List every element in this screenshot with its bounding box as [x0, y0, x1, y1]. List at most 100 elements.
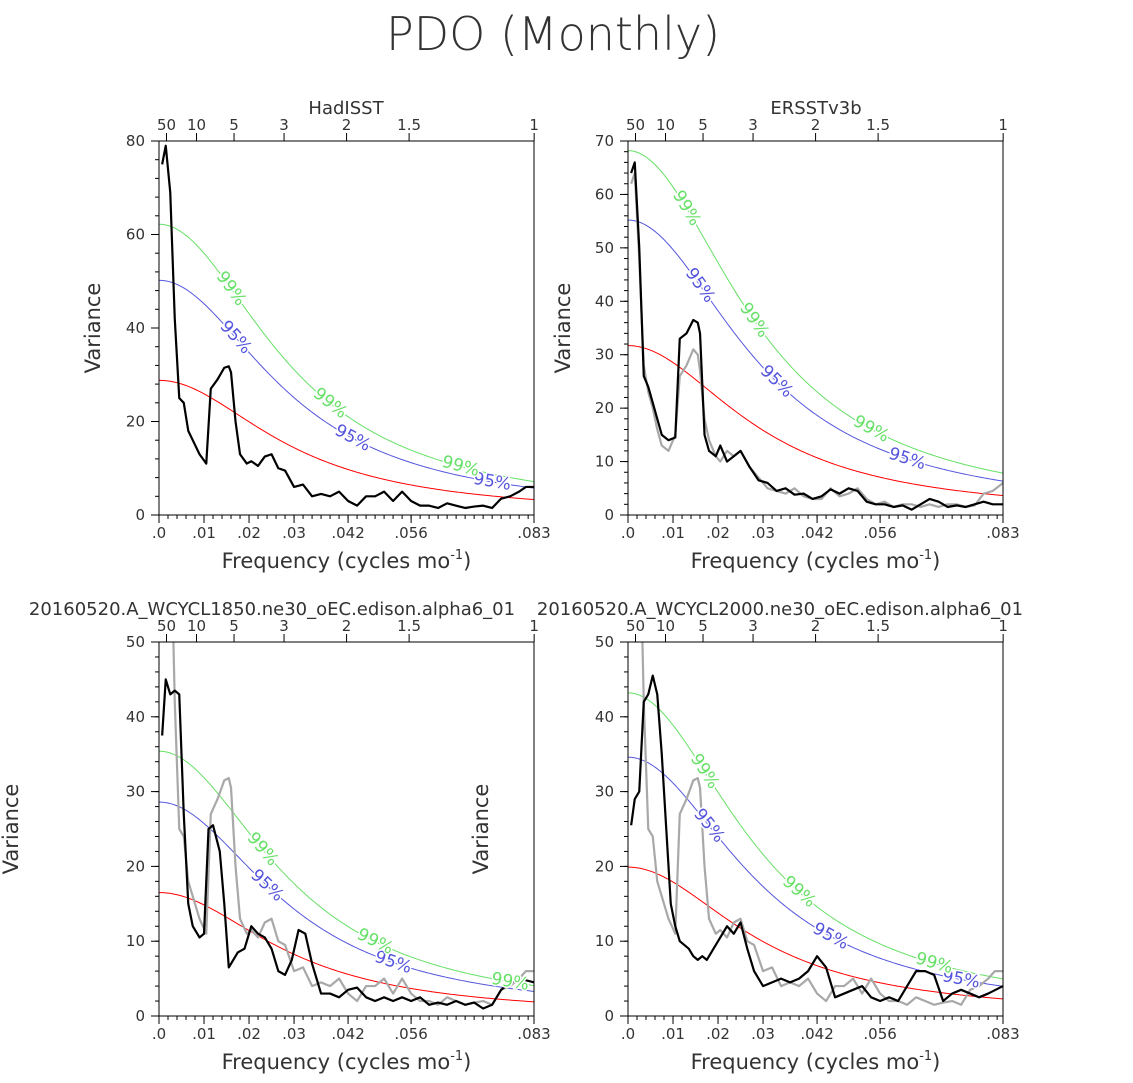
y-axis-label: Variance — [469, 784, 493, 875]
period-tick-label: 5 — [229, 617, 239, 635]
x-tick-label: .056 — [394, 524, 427, 542]
plot-area: 95%95%95%99%99%99% — [628, 642, 1003, 1006]
ci-label-p95: 95% — [331, 420, 374, 455]
y-tick-label: 40 — [126, 708, 145, 726]
spectrum-line — [161, 678, 534, 1010]
panel-title: 20160520.A_WCYCL2000.ne30_oEC.edison.alp… — [537, 599, 1023, 620]
x-axis-label-main: Frequency (cycles mo — [691, 549, 920, 573]
ci-label-p99: 99% — [212, 267, 250, 309]
y-tick-label: 60 — [595, 185, 614, 203]
panel-title: 20160520.A_WCYCL1850.ne30_oEC.edison.alp… — [29, 599, 515, 620]
ci95-curve — [159, 801, 534, 992]
ci-label-p95: 95% — [472, 469, 513, 495]
period-tick-label: 1.5 — [397, 617, 421, 635]
ci95-curve — [628, 756, 1003, 987]
red-noise-curve — [628, 345, 1003, 497]
period-tick-label: 10 — [656, 116, 675, 134]
x-tick-label: .083 — [517, 1025, 550, 1043]
y-axis-label: Variance — [0, 784, 23, 875]
ci99-curve — [159, 750, 534, 987]
y-tick-label: 80 — [126, 132, 145, 150]
y-tick-label: 10 — [595, 453, 614, 471]
x-tick-label: .01 — [192, 1025, 216, 1043]
spectrum-line — [630, 161, 1003, 511]
x-tick-label: .083 — [986, 524, 1019, 542]
period-tick-label: 1.5 — [866, 116, 890, 134]
ci-label-p95: 95% — [886, 444, 928, 475]
x-axis-label-end: ) — [932, 549, 940, 573]
x-axis-label: Frequency (cycles mo-1) — [222, 1049, 472, 1074]
x-tick-label: .083 — [517, 524, 550, 542]
period-tick-label: 2 — [811, 617, 821, 635]
ci99-curve — [628, 692, 1003, 980]
period-tick-label: 1 — [998, 617, 1008, 635]
x-axis-label-exponent: -1 — [919, 1049, 932, 1064]
x-tick-label: .056 — [863, 1025, 896, 1043]
x-tick-label: .02 — [237, 524, 261, 542]
x-axis-label-exponent: -1 — [450, 1049, 463, 1064]
y-tick-label: 0 — [604, 1007, 614, 1025]
period-tick-label: 2 — [342, 617, 352, 635]
panels: 95%95%95%99%99%99%020406080.0.01.02.03.0… — [0, 98, 1023, 1074]
x-tick-label: .0 — [621, 524, 635, 542]
x-tick-label: .0 — [621, 1025, 635, 1043]
ci-label-p99: 99% — [850, 411, 893, 447]
ci-label-p99: 99% — [440, 452, 482, 481]
y-tick-label: 50 — [126, 633, 145, 651]
panel-3: 95%95%99%99%99%01020304050.0.01.02.03.04… — [0, 599, 551, 1074]
x-tick-label: .02 — [706, 1025, 730, 1043]
y-axis-label: Variance — [551, 283, 575, 374]
plot-area: 95%95%99%99%99% — [159, 642, 534, 1010]
period-tick-label: 50 — [157, 617, 176, 635]
ci-label-p99: 99% — [735, 299, 773, 341]
spectrum-line — [630, 674, 1003, 1003]
panel-4: 95%95%95%99%99%99%01020304050.0.01.02.03… — [469, 599, 1023, 1074]
y-tick-label: 0 — [135, 506, 145, 524]
y-tick-label: 20 — [126, 857, 145, 875]
period-tick-label: 50 — [157, 116, 176, 134]
ci99-curve — [628, 150, 1003, 474]
x-axis-label-main: Frequency (cycles mo — [691, 1050, 920, 1074]
y-tick-label: 20 — [126, 413, 145, 431]
period-tick-label: 5 — [229, 116, 239, 134]
x-tick-label: .03 — [282, 524, 306, 542]
x-tick-label: .0 — [152, 1025, 166, 1043]
y-axis-label: Variance — [81, 283, 105, 374]
period-tick-label: 10 — [656, 617, 675, 635]
x-tick-label: .01 — [661, 524, 685, 542]
period-tick-label: 10 — [187, 116, 206, 134]
ci-label-p99: 99% — [309, 384, 351, 423]
plot-area: 95%95%95%99%99%99% — [628, 150, 1003, 511]
x-axis-label-exponent: -1 — [919, 548, 932, 563]
x-tick-label: .083 — [986, 1025, 1019, 1043]
period-tick-label: 3 — [279, 116, 289, 134]
y-tick-label: 10 — [595, 932, 614, 950]
x-tick-label: .03 — [282, 1025, 306, 1043]
y-tick-label: 50 — [595, 633, 614, 651]
y-tick-label: 40 — [595, 292, 614, 310]
x-tick-label: .01 — [661, 1025, 685, 1043]
x-axis-label-end: ) — [932, 1050, 940, 1074]
ci95-curve — [628, 219, 1003, 482]
ci95-curve — [159, 279, 534, 489]
red-noise-curve — [159, 892, 534, 1003]
ci-label-p99: 99% — [668, 187, 705, 230]
x-tick-label: .02 — [706, 524, 730, 542]
x-tick-label: .0 — [152, 524, 166, 542]
y-tick-label: 0 — [135, 1007, 145, 1025]
x-axis-label-end: ) — [463, 1050, 471, 1074]
panel-2: 95%95%95%99%99%99%010203040506070.0.01.0… — [551, 98, 1020, 573]
y-tick-label: 20 — [595, 399, 614, 417]
y-tick-label: 70 — [595, 132, 614, 150]
y-tick-label: 40 — [595, 708, 614, 726]
x-axis-label-exponent: -1 — [450, 548, 463, 563]
plot-area: 95%95%95%99%99%99% — [159, 144, 534, 510]
x-tick-label: .056 — [394, 1025, 427, 1043]
ci-label-p95: 95% — [689, 805, 728, 847]
period-tick-label: 1 — [529, 116, 539, 134]
x-tick-label: .042 — [331, 524, 364, 542]
x-tick-label: .056 — [863, 524, 896, 542]
y-tick-label: 0 — [604, 506, 614, 524]
y-tick-label: 50 — [595, 239, 614, 257]
